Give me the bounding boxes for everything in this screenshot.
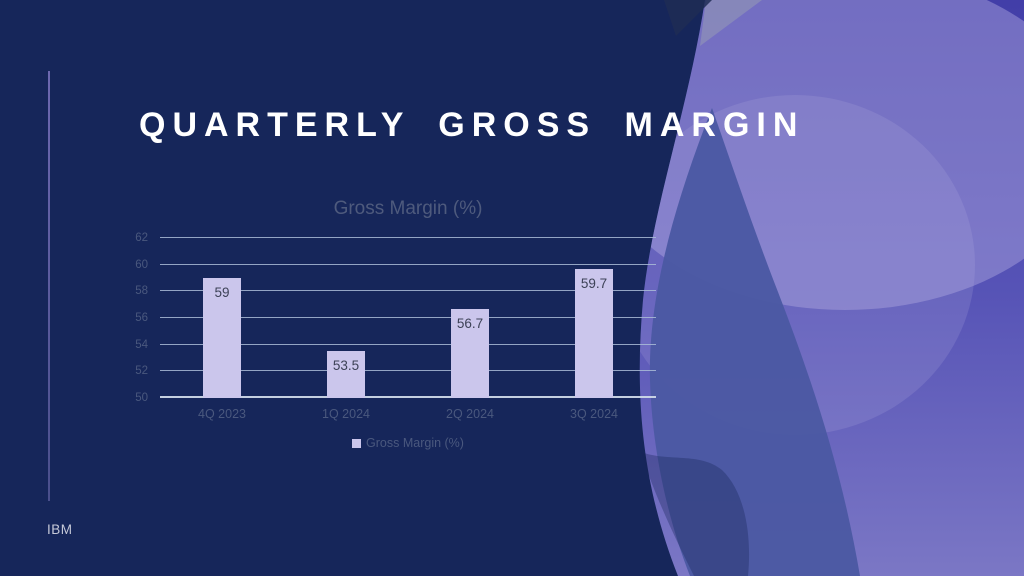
y-axis-tick-58: 58 — [135, 285, 148, 298]
x-axis-label: 1Q 2024 — [322, 407, 370, 421]
x-axis-label: 4Q 2023 — [198, 407, 246, 421]
x-axis-label: 3Q 2024 — [570, 407, 618, 421]
y-axis-tick-56: 56 — [135, 312, 148, 324]
footer-logo: IBM — [47, 522, 73, 537]
chart-title: Gross Margin (%) — [333, 198, 483, 219]
navy-sliver-shape — [664, 0, 712, 36]
legend-swatch — [352, 438, 362, 448]
y-axis-tick-60: 60 — [135, 258, 148, 271]
slate-wave-shape — [649, 108, 860, 576]
gray-sliver-shape — [700, 0, 762, 46]
data-label: 59.7 — [580, 275, 608, 291]
chart-legend: Gross Margin (%) — [160, 436, 656, 450]
y-axis-tick-50: 50 — [135, 392, 148, 404]
bar-1q-2024: 53.5 — [327, 351, 365, 398]
chart-plot-area: 50 52 54 56 58 60 62 59 4Q 2023 53.5 1Q 2024 56.7 2Q… — [135, 232, 656, 421]
y-axis-tick-52: 52 — [135, 365, 148, 378]
slide-title: QUARTERLY GROSS MARGIN — [139, 106, 805, 144]
y-axis-tick-62: 62 — [135, 232, 148, 244]
gridline-56 — [160, 317, 656, 318]
data-label: 56.7 — [456, 315, 484, 331]
x-axis-label: 2Q 2024 — [446, 407, 494, 421]
data-label: 53.5 — [332, 358, 360, 374]
gridline-60 — [160, 263, 656, 265]
gridline-52 — [160, 370, 656, 372]
gridline-54 — [160, 343, 656, 345]
dark-leaf-shape — [641, 452, 750, 576]
bar-2q-2024: 56.7 — [451, 308, 489, 398]
gridline-50 — [160, 396, 656, 398]
bar-4q-2023: 59 — [203, 278, 241, 398]
bar-3q-2024: 59.7 — [575, 268, 613, 398]
accent-line — [48, 71, 50, 501]
gross-margin-chart: Gross Margin (%) 50 52 54 56 58 60 62 59 4Q 2023… — [135, 196, 680, 471]
gridline-58 — [160, 290, 656, 292]
gridline-62 — [160, 237, 656, 238]
y-axis-tick-54: 54 — [135, 338, 148, 351]
legend-label: Gross Margin (%) — [366, 436, 464, 450]
data-label: 59 — [214, 285, 230, 300]
